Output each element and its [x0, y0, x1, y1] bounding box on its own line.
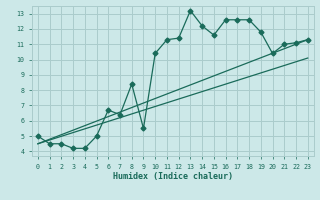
X-axis label: Humidex (Indice chaleur): Humidex (Indice chaleur): [113, 172, 233, 181]
